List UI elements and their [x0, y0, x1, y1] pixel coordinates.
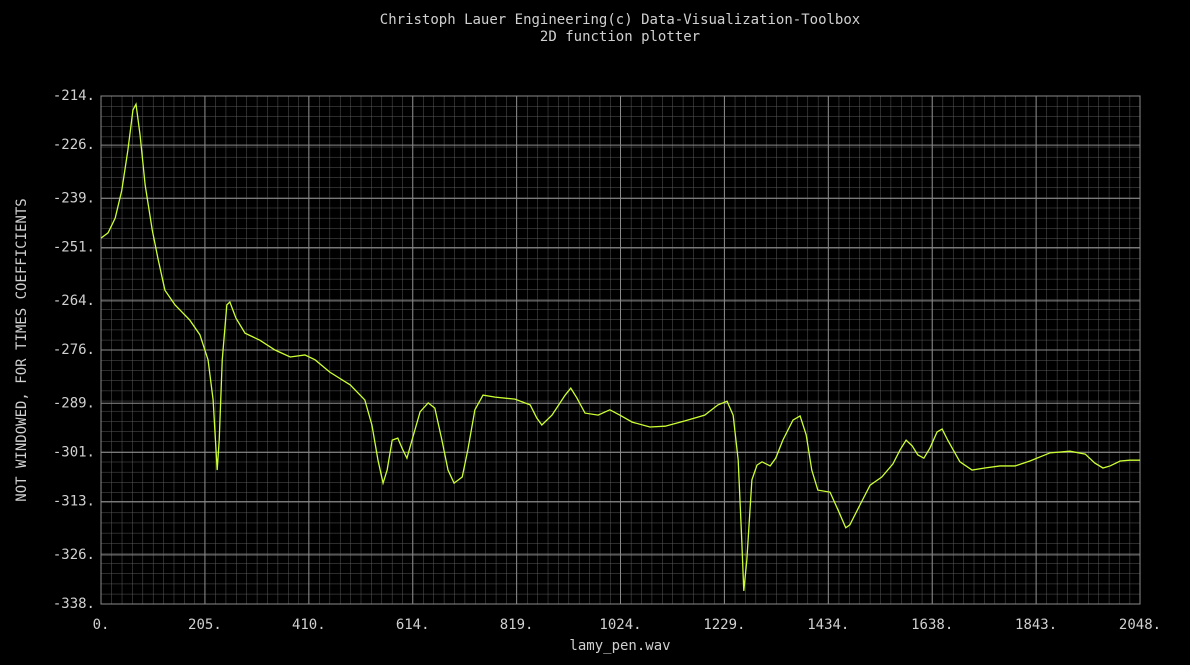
y-tick-label: -326.	[53, 547, 95, 563]
x-tick-label: 2048.	[1119, 617, 1161, 633]
data-line	[100, 102, 1140, 591]
y-tick-label: -214.	[53, 88, 95, 104]
y-tick-label: -313.	[53, 494, 95, 510]
y-tick-label: -226.	[53, 137, 95, 153]
y-tick-label: -239.	[53, 190, 95, 206]
x-tick-label: 1229.	[703, 617, 745, 633]
x-tick-label: 1843.	[1015, 617, 1057, 633]
x-tick-label: 1434.	[807, 617, 849, 633]
y-tick-label: -251.	[53, 240, 95, 256]
x-tick-label: 819.	[500, 617, 534, 633]
y-tick-label: -338.	[53, 596, 95, 612]
chart-title: Christoph Lauer Engineering(c) Data-Visu…	[380, 12, 860, 28]
x-tick-label: 410.	[292, 617, 326, 633]
chart-subtitle: 2D function plotter	[540, 29, 700, 45]
x-tick-label: 614.	[396, 617, 430, 633]
x-tick-label: 1638.	[911, 617, 953, 633]
y-tick-label: -276.	[53, 342, 95, 358]
x-axis-label: lamy_pen.wav	[569, 638, 670, 654]
x-tick-label: 0.	[93, 617, 110, 633]
x-tick-label: 205.	[188, 617, 222, 633]
y-tick-label: -289.	[53, 395, 95, 411]
y-axis-label: NOT WINDOWED, FOR TIMES COEFFICIENTS	[14, 198, 30, 501]
x-tick-label: 1024.	[599, 617, 641, 633]
y-tick-label: -264.	[53, 293, 95, 309]
y-tick-label: -301.	[53, 444, 95, 460]
